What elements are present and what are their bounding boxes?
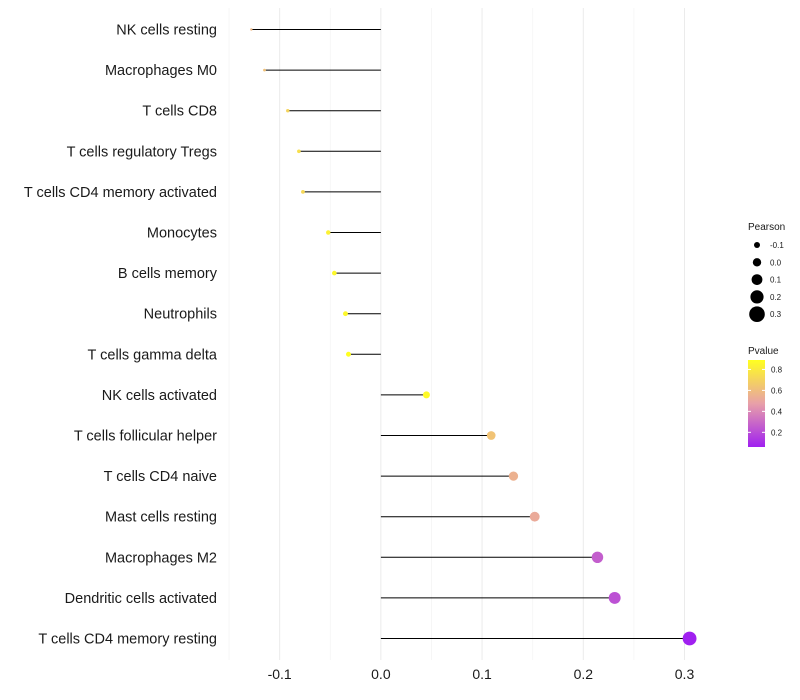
lollipop-point bbox=[508, 471, 519, 481]
legend-color-label: 0.2 bbox=[771, 428, 783, 437]
legend-size-dot bbox=[751, 274, 763, 285]
category-label: NK cells activated bbox=[102, 388, 217, 404]
legend-size-dot bbox=[749, 306, 765, 323]
lollipop-point bbox=[682, 631, 697, 646]
legend-size-label: 0.0 bbox=[770, 258, 782, 267]
legend-size-dot bbox=[754, 242, 760, 248]
legend-size-label: -0.1 bbox=[770, 241, 784, 250]
stem-layer bbox=[251, 29, 690, 639]
category-label: T cells CD4 memory activated bbox=[24, 185, 217, 201]
category-label: Monocytes bbox=[147, 226, 217, 242]
point-layer bbox=[250, 28, 697, 646]
lollipop-point bbox=[422, 391, 430, 399]
legend-size-dot bbox=[750, 290, 764, 304]
legend-size-label: 0.1 bbox=[770, 276, 782, 285]
lollipop-point bbox=[591, 551, 604, 564]
category-label: T cells CD4 memory resting bbox=[38, 632, 217, 648]
lollipop-point bbox=[608, 591, 621, 604]
x-tick-label: -0.1 bbox=[268, 666, 292, 682]
category-label: Mast cells resting bbox=[105, 510, 217, 526]
category-label: T cells CD4 naive bbox=[104, 469, 217, 485]
lollipop-point bbox=[250, 28, 253, 31]
x-tick-label: 0.2 bbox=[574, 666, 594, 682]
category-label: B cells memory bbox=[118, 266, 218, 282]
lollipop-point bbox=[326, 230, 331, 235]
grid-layer bbox=[228, 8, 686, 660]
legend-size-label: 0.3 bbox=[770, 310, 782, 319]
category-label: Dendritic cells activated bbox=[65, 591, 217, 607]
category-label: T cells CD8 bbox=[142, 104, 217, 120]
x-tick-label: 0.1 bbox=[472, 666, 492, 682]
lollipop-point bbox=[301, 190, 305, 194]
category-label: T cells gamma delta bbox=[88, 347, 218, 363]
category-label: Neutrophils bbox=[144, 307, 217, 323]
category-label: T cells follicular helper bbox=[74, 429, 217, 445]
legend-color-bar bbox=[748, 360, 765, 447]
x-tick-label: 0.3 bbox=[675, 666, 695, 682]
lollipop-point bbox=[529, 511, 540, 522]
legend-color-label: 0.6 bbox=[771, 386, 783, 395]
lollipop-point bbox=[345, 351, 351, 357]
legend-color-label: 0.8 bbox=[771, 365, 783, 374]
lollipop-point bbox=[297, 149, 301, 154]
category-label: Macrophages M2 bbox=[105, 550, 217, 566]
x-tick-label: 0.0 bbox=[371, 666, 391, 682]
lollipop-point bbox=[263, 68, 266, 72]
x-tick-labels: -0.1 0.0 0.1 0.2 0.3 bbox=[268, 666, 695, 682]
lollipop-point bbox=[286, 108, 290, 113]
legend-size-dot bbox=[752, 258, 762, 267]
category-label: NK cells resting bbox=[116, 23, 217, 39]
legend: Pearson -0.1 0.0 0.1 0.2 0.3 Pvalue 0.8 0.6 0.4 0.… bbox=[748, 222, 785, 447]
legend-size-label: 0.2 bbox=[770, 293, 782, 302]
lollipop-point bbox=[486, 431, 496, 440]
category-labels: NK cells resting Macrophages M0 T cells CD… bbox=[24, 23, 218, 648]
legend-color-label: 0.4 bbox=[771, 407, 783, 416]
category-label: Macrophages M0 bbox=[105, 63, 217, 79]
lollipop-point bbox=[343, 311, 348, 317]
legend-size-title: Pearson bbox=[748, 222, 785, 233]
category-label: T cells regulatory Tregs bbox=[67, 144, 217, 160]
lollipop-point bbox=[332, 270, 337, 276]
legend-color-title: Pvalue bbox=[748, 346, 779, 357]
